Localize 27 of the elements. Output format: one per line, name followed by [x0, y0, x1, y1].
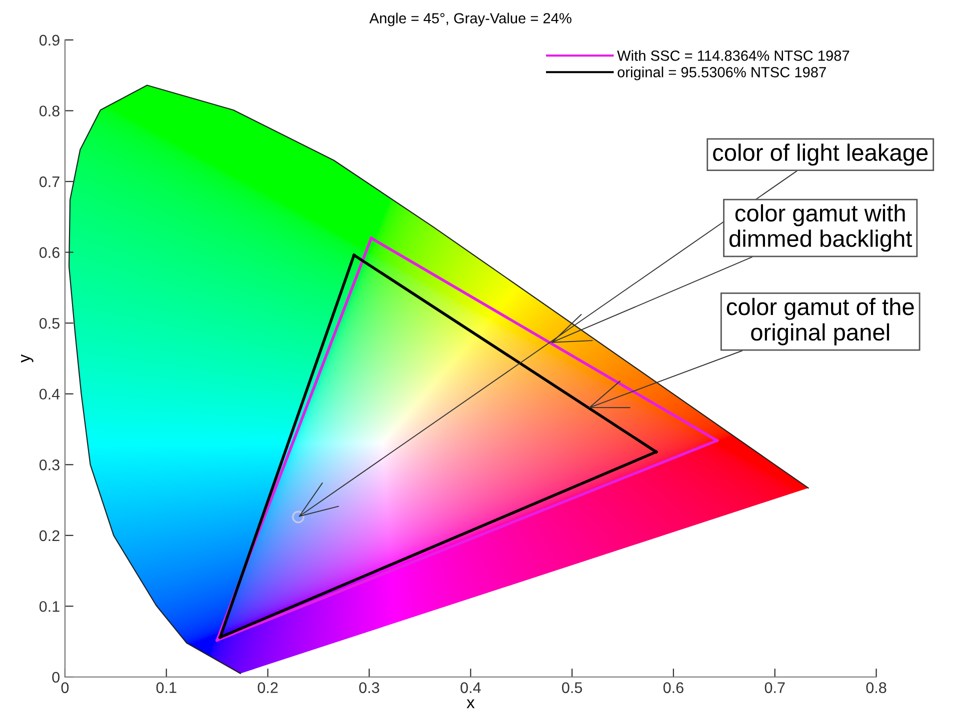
chart-title: Angle = 45°, Gray-Value = 24% — [369, 12, 572, 26]
y-tick-label: 0.9 — [39, 34, 60, 46]
x-tick-label: 0.7 — [764, 682, 785, 694]
y-tick-label: 0.3 — [39, 460, 60, 470]
x-tick-label: 0.4 — [460, 682, 481, 694]
y-tick-label: 0.8 — [39, 106, 60, 116]
x-tick-label: 0.1 — [156, 682, 176, 694]
annotation: color gamut of the original panel — [726, 298, 914, 346]
legend-label: With SSC = 114.8364% NTSC 1987 — [617, 50, 850, 61]
y-tick-label: 0.1 — [39, 601, 60, 612]
legend-label: original = 95.5306% NTSC 1987 — [618, 66, 826, 80]
y-tick-label: 0.7 — [39, 176, 60, 188]
y-tick-label: 0.4 — [39, 388, 60, 400]
y-tick-label: 0.6 — [39, 247, 60, 258]
x-tick-label: 0.6 — [663, 682, 684, 694]
y-tick-label: 0 — [52, 672, 60, 683]
y-axis-title: y — [21, 354, 34, 363]
x-tick-label: 0.3 — [359, 682, 380, 694]
x-tick-label: 0.5 — [562, 682, 582, 694]
annotation: color gamut with dimmed backlight — [730, 204, 912, 252]
x-tick-label: 0 — [61, 682, 69, 694]
y-tick-label: 0.2 — [39, 530, 60, 542]
x-tick-label: 0.8 — [866, 682, 886, 694]
x-axis-title: x — [466, 699, 475, 708]
y-tick-label: 0.5 — [39, 318, 60, 329]
annotation: color of light leakage — [713, 144, 928, 166]
x-tick-label: 0.2 — [258, 682, 278, 694]
